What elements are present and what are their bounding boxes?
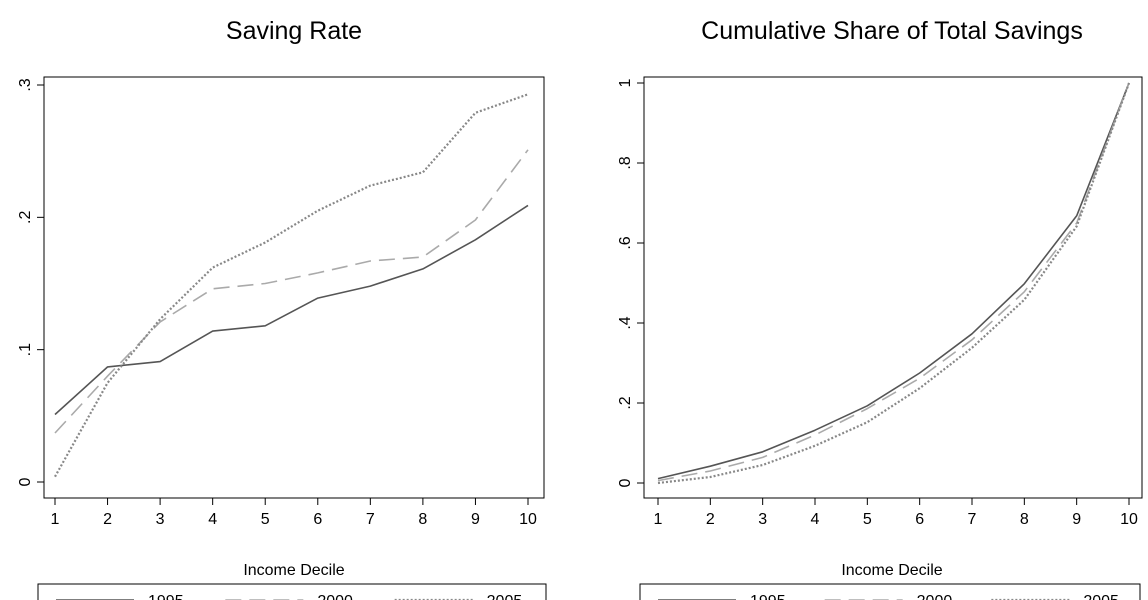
x-axis-ticks: 1 2 3 4 5 6 7 8 9 10 xyxy=(51,498,537,528)
x-tick-label: 9 xyxy=(471,511,480,528)
x-tick-label: 8 xyxy=(418,511,427,528)
y-axis-ticks: 0 .2 .4 .6 .8 1 xyxy=(617,78,644,487)
x-tick-label: 2 xyxy=(706,511,715,528)
series-line-2000 xyxy=(657,82,1130,482)
x-tick-label: 5 xyxy=(261,511,270,528)
saving-rate-chart: Saving Rate Income Decile 0 .1 .2 .3 1 2 3 4 5 6… xyxy=(17,17,547,600)
x-axis-ticks: 1 2 3 4 5 6 7 8 9 10 xyxy=(654,498,1138,528)
series-line-1995 xyxy=(657,82,1130,480)
legend-label-2005: 2005 xyxy=(487,593,523,600)
x-tick-label: 3 xyxy=(758,511,767,528)
x-tick-label: 7 xyxy=(968,511,977,528)
legend-label-2000: 2000 xyxy=(317,593,353,600)
x-tick-label: 6 xyxy=(313,511,322,528)
y-tick-label: 0 xyxy=(17,477,34,486)
series-line-1995 xyxy=(54,204,529,416)
x-tick-label: 7 xyxy=(366,511,375,528)
legend-box xyxy=(639,583,1141,600)
series-line-2000 xyxy=(54,149,529,434)
y-tick-label: .2 xyxy=(17,211,34,224)
x-axis-title: Income Decile xyxy=(243,562,344,579)
legend: 1995 2000 2005 xyxy=(639,583,1141,600)
legend-label-1995: 1995 xyxy=(750,593,786,600)
y-tick-label: .2 xyxy=(617,396,634,409)
x-tick-label: 1 xyxy=(51,511,60,528)
y-tick-label: .3 xyxy=(17,78,34,91)
y-axis-ticks: 0 .1 .2 .3 xyxy=(17,78,44,486)
x-tick-label: 10 xyxy=(1120,511,1138,528)
plot-frame xyxy=(643,76,1143,499)
legend-box xyxy=(37,583,547,600)
y-tick-label: 0 xyxy=(617,478,634,487)
x-tick-label: 5 xyxy=(863,511,872,528)
plot-frame xyxy=(43,76,545,499)
series-line-2005 xyxy=(657,82,1131,485)
legend-label-1995: 1995 xyxy=(148,593,184,600)
x-tick-label: 4 xyxy=(811,511,820,528)
legend-label-2000: 2000 xyxy=(917,593,953,600)
series-line-2005 xyxy=(54,93,529,478)
chart-title: Saving Rate xyxy=(226,17,362,45)
x-tick-label: 3 xyxy=(156,511,165,528)
y-tick-label: 1 xyxy=(617,78,634,87)
x-axis-title: Income Decile xyxy=(841,562,942,579)
y-tick-label: .4 xyxy=(617,316,634,329)
chart-title: Cumulative Share of Total Savings xyxy=(701,17,1083,45)
x-tick-label: 4 xyxy=(208,511,217,528)
x-tick-label: 10 xyxy=(519,511,537,528)
y-tick-label: .8 xyxy=(617,156,634,169)
x-tick-label: 2 xyxy=(103,511,112,528)
y-tick-label: .1 xyxy=(17,343,34,356)
x-tick-label: 8 xyxy=(1020,511,1029,528)
x-tick-label: 6 xyxy=(915,511,924,528)
series-lines xyxy=(657,82,1131,485)
x-tick-label: 1 xyxy=(654,511,663,528)
y-tick-label: .6 xyxy=(617,236,634,249)
series-lines xyxy=(54,93,529,478)
cumulative-share-chart: Cumulative Share of Total Savings Income… xyxy=(617,17,1143,600)
legend-label-2005: 2005 xyxy=(1083,593,1119,600)
legend: 1995 2000 2005 xyxy=(37,583,547,600)
x-tick-label: 9 xyxy=(1072,511,1081,528)
